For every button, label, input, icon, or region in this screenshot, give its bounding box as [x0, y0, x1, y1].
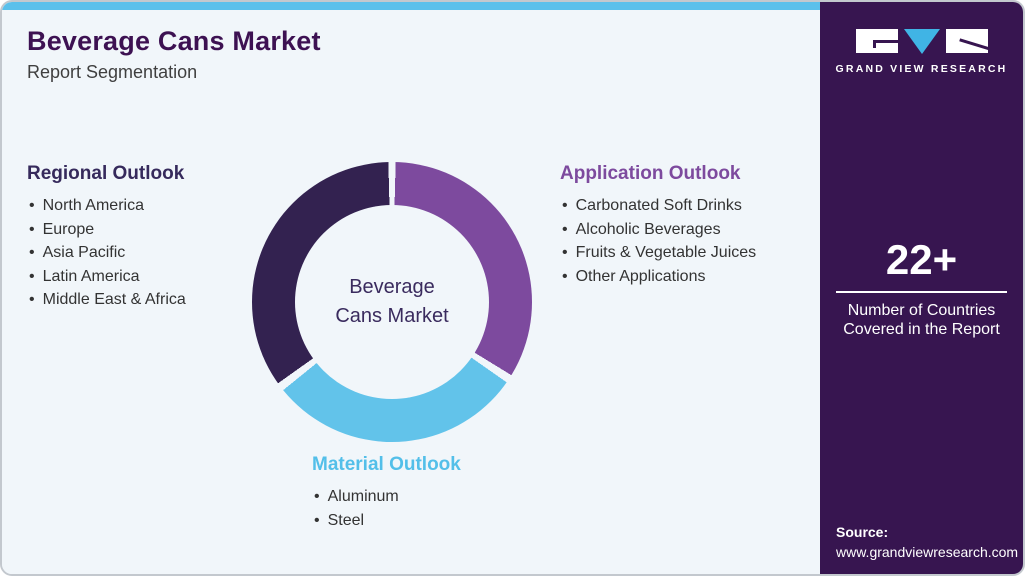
sidebar: GRAND VIEW RESEARCH 22+ Number of Countr… — [820, 2, 1023, 574]
material-outlook-title: Material Outlook — [312, 454, 461, 475]
countries-stat: 22+ Number of Countries Covered in the R… — [820, 239, 1023, 339]
page-title: Beverage Cans Market — [27, 26, 321, 56]
list-item: Steel — [312, 509, 532, 533]
logo-r-slash — [958, 38, 988, 51]
page-subtitle: Report Segmentation — [27, 62, 198, 82]
application-outlook-list: Carbonated Soft Drinks Alcoholic Beverag… — [560, 194, 810, 288]
regional-outlook-list: North America Europe Asia Pacific Latin … — [27, 194, 267, 312]
list-item: Asia Pacific — [27, 241, 267, 265]
application-outlook-section: Application Outlook Carbonated Soft Drin… — [560, 163, 810, 288]
logo-letter-r-icon — [945, 29, 988, 53]
stat-label: Number of Countries Covered in the Repor… — [843, 302, 1000, 339]
source-label: Source: — [836, 524, 889, 540]
brand-name: GRAND VIEW RESEARCH — [835, 63, 1008, 75]
list-item: Other Applications — [560, 265, 810, 289]
application-outlook-title: Application Outlook — [560, 163, 741, 184]
donut-chart: Beverage Cans Market — [252, 162, 532, 442]
list-item: Alcoholic Beverages — [560, 218, 810, 242]
logo-g-notch-h — [872, 40, 898, 43]
stat-value: 22+ — [885, 236, 958, 283]
list-item: Fruits & Vegetable Juices — [560, 241, 810, 265]
logo-g-notch-v — [872, 40, 876, 48]
source-url: www.grandviewresearch.com — [836, 544, 1019, 560]
donut-center-label: Beverage Cans Market — [295, 205, 489, 399]
main-panel: Beverage Cans Market Report Segmentation… — [2, 2, 824, 574]
list-item: Aluminum — [312, 485, 532, 509]
logo-letter-v-icon — [903, 29, 940, 54]
donut-center-line1: Beverage — [349, 276, 435, 298]
list-item: Middle East & Africa — [27, 288, 267, 312]
list-item: Europe — [27, 218, 267, 242]
logo-letter-g-icon — [855, 29, 898, 53]
gvr-logo-marks — [820, 29, 1023, 54]
regional-outlook-title: Regional Outlook — [27, 163, 185, 184]
list-item: Latin America — [27, 265, 267, 289]
material-outlook-section: Material Outlook Aluminum Steel — [312, 454, 532, 532]
top-accent-bar — [2, 2, 824, 10]
regional-outlook-section: Regional Outlook North America Europe As… — [27, 163, 267, 312]
donut-center-line2: Cans Market — [335, 305, 449, 327]
stat-divider — [836, 291, 1007, 293]
material-outlook-list: Aluminum Steel — [312, 485, 532, 532]
header: Beverage Cans Market Report Segmentation — [27, 26, 321, 83]
source-block: Source: www.grandviewresearch.com — [836, 524, 1018, 560]
list-item: Carbonated Soft Drinks — [560, 194, 810, 218]
gvr-logo: GRAND VIEW RESEARCH — [820, 29, 1023, 75]
list-item: North America — [27, 194, 267, 218]
